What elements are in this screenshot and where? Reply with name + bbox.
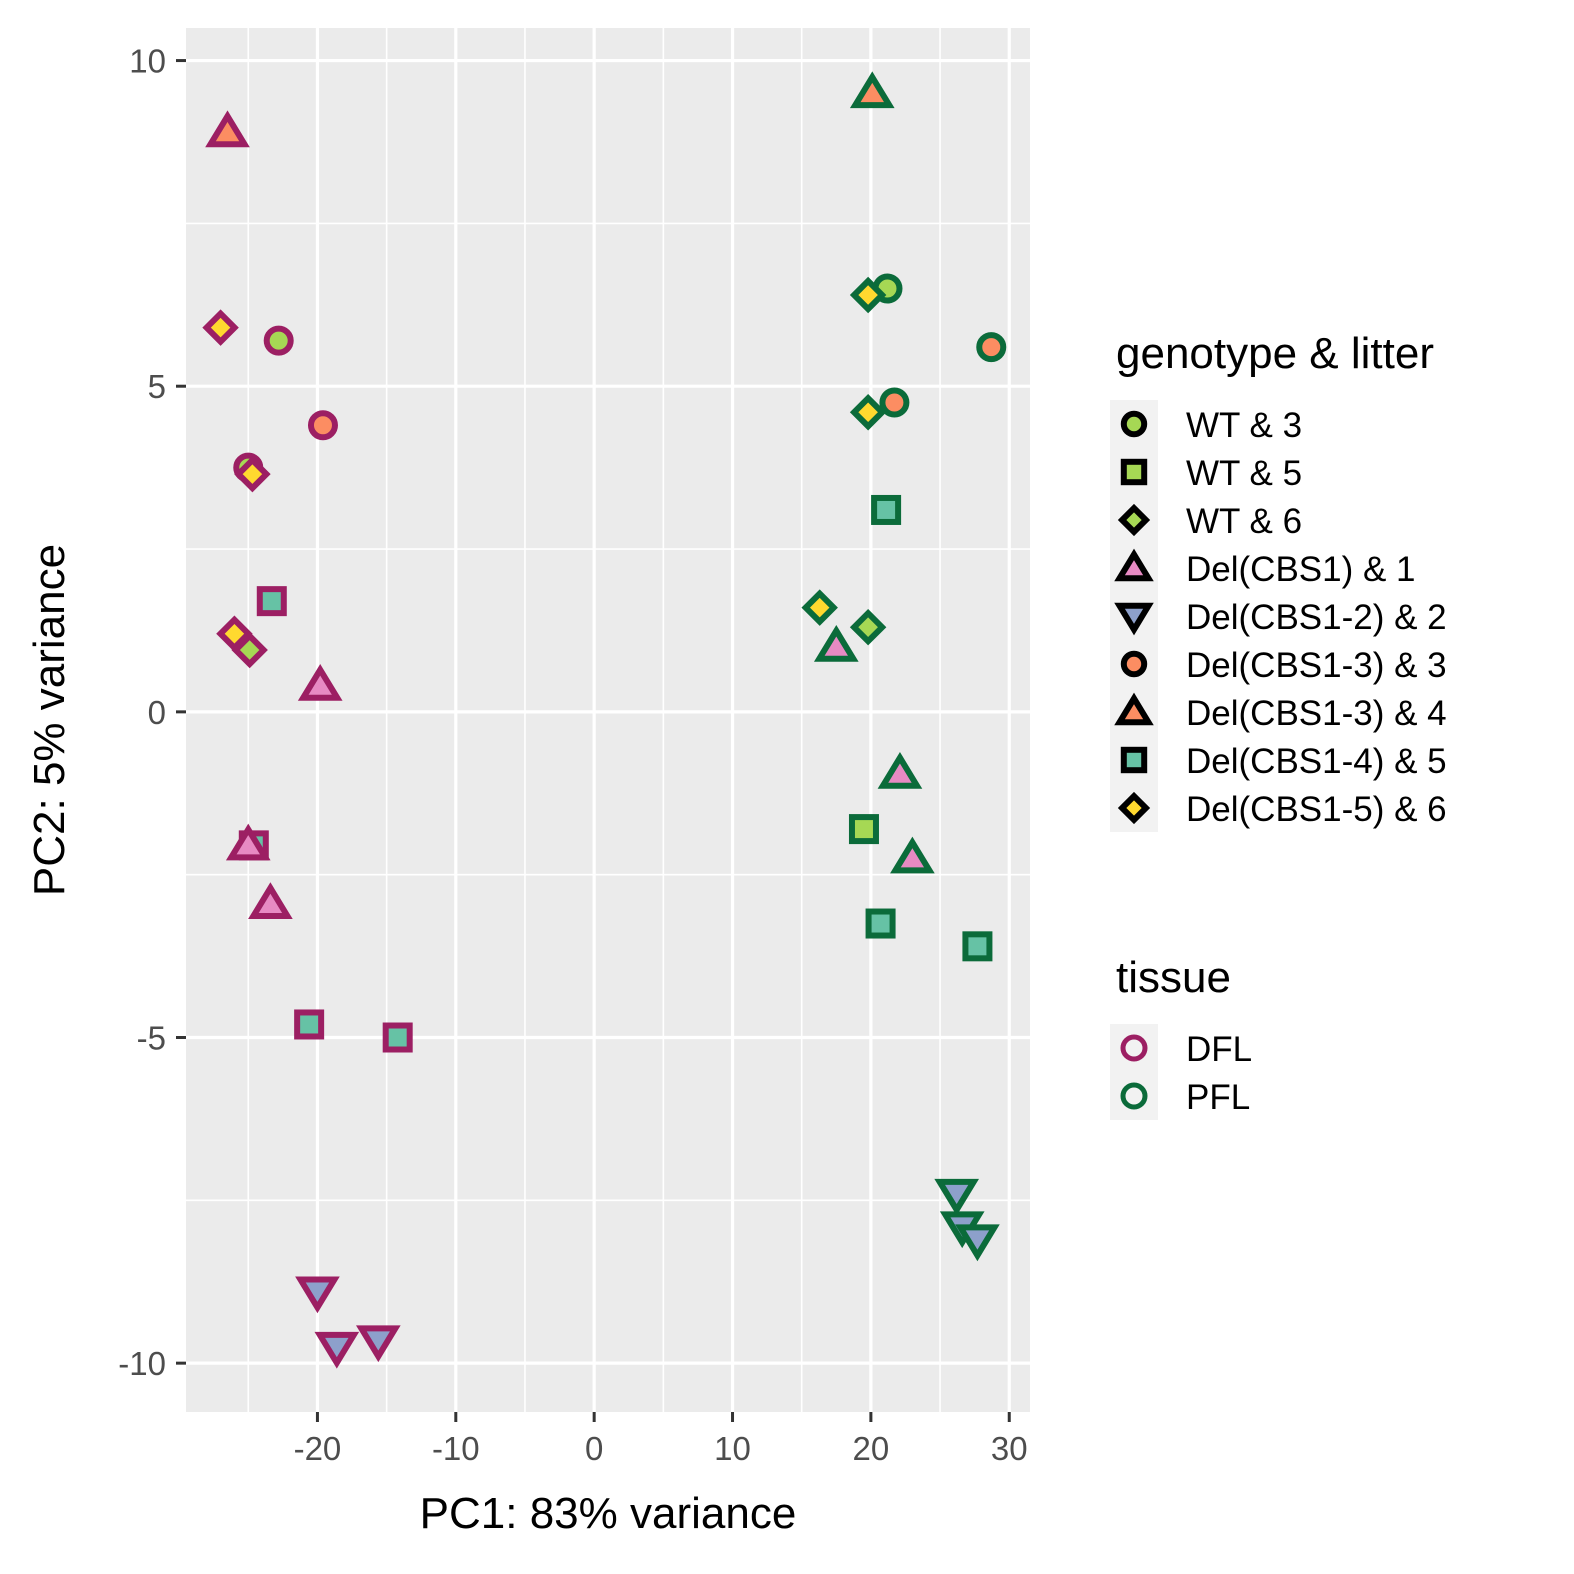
legend-key-diamond xyxy=(1117,503,1151,537)
y-tick-label: 0 xyxy=(148,694,166,731)
legend-label: WT & 5 xyxy=(1186,454,1302,493)
data-point xyxy=(234,455,271,493)
data-point xyxy=(314,1331,360,1369)
data-point xyxy=(813,624,859,662)
legend-label: Del(CBS1) & 1 xyxy=(1186,550,1416,589)
data-point xyxy=(225,823,271,861)
y-tick-label: 5 xyxy=(148,368,166,405)
data-point xyxy=(202,309,239,346)
data-point xyxy=(877,751,923,789)
legend-key-circle xyxy=(1120,410,1148,438)
x-tick-label: -20 xyxy=(294,1430,342,1467)
data-point xyxy=(297,664,343,701)
legend-label: WT & 6 xyxy=(1186,502,1302,541)
legend-key-circle xyxy=(1120,650,1148,678)
legend-label: Del(CBS1-3) & 3 xyxy=(1186,646,1447,685)
y-tick-label: 10 xyxy=(129,43,166,80)
data-point xyxy=(382,1022,413,1053)
data-point xyxy=(962,931,993,962)
legend-title-genotype: genotype & litter xyxy=(1116,329,1434,378)
data-point xyxy=(849,71,895,109)
y-axis: -10 -5 0 5 10 xyxy=(118,43,186,1382)
data-point xyxy=(355,1325,401,1363)
grid-minor xyxy=(186,28,1030,1412)
grid-major xyxy=(186,28,1030,1412)
legend-key-triangle-up xyxy=(1114,548,1154,582)
legend-label: WT & 3 xyxy=(1186,406,1302,445)
data-point xyxy=(295,1276,340,1314)
data-point xyxy=(890,836,935,874)
x-tick-label: -10 xyxy=(432,1430,480,1467)
legend-tissue: tissue DFL PFL xyxy=(1110,953,1252,1120)
x-tick-label: 20 xyxy=(853,1430,890,1467)
x-tick-label: 10 xyxy=(714,1430,751,1467)
legend-key-square xyxy=(1120,458,1148,486)
data-point xyxy=(205,110,250,148)
legend-key-diamond xyxy=(1117,791,1151,825)
data-point xyxy=(871,494,902,525)
legend-label: Del(CBS1-3) & 4 xyxy=(1186,694,1447,733)
y-tick-label: -5 xyxy=(137,1020,166,1057)
data-point xyxy=(307,410,338,441)
x-axis-title: PC1: 83% variance xyxy=(420,1489,797,1538)
legend-key-triangle-up xyxy=(1114,692,1154,726)
data-point xyxy=(976,332,1007,363)
legend-genotype-litter: genotype & litter WT & 3 WT & 5 WT & 6 Del(… xyxy=(1110,329,1447,832)
data-point xyxy=(256,586,287,617)
data-point xyxy=(848,814,879,845)
y-axis-title: PC2: 5% variance xyxy=(25,544,74,896)
x-tick-label: 0 xyxy=(585,1430,603,1467)
legend-label: DFL xyxy=(1186,1030,1252,1069)
data-point xyxy=(849,608,887,646)
legend-title-tissue: tissue xyxy=(1116,953,1231,1002)
legend-label: Del(CBS1-5) & 6 xyxy=(1186,790,1447,829)
data-point xyxy=(248,882,293,919)
legend-key-circle xyxy=(1120,1082,1148,1110)
legend-key-triangle-down xyxy=(1114,602,1154,636)
legend-label: PFL xyxy=(1186,1078,1250,1117)
data-point xyxy=(263,325,294,356)
data-point xyxy=(849,394,887,431)
data-point xyxy=(294,1009,325,1040)
data-point xyxy=(849,276,887,314)
data-point xyxy=(934,1178,979,1216)
y-tick-label: -10 xyxy=(118,1345,166,1382)
data-point xyxy=(879,387,910,418)
data-point xyxy=(865,908,896,939)
legend-key-square xyxy=(1120,746,1148,774)
legend-label: Del(CBS1-4) & 5 xyxy=(1186,742,1447,781)
legend-label: Del(CBS1-2) & 2 xyxy=(1186,598,1447,637)
data-point xyxy=(955,1224,1000,1262)
x-tick-label: 30 xyxy=(991,1430,1028,1467)
plot-panel xyxy=(186,28,1030,1412)
legend-key-background xyxy=(1110,1024,1158,1120)
x-axis: -20 -10 0 10 20 30 xyxy=(294,1412,1028,1467)
data-points xyxy=(202,71,1007,1369)
data-point xyxy=(801,589,838,626)
legend-key-circle xyxy=(1120,1034,1148,1062)
data-point xyxy=(231,631,268,669)
